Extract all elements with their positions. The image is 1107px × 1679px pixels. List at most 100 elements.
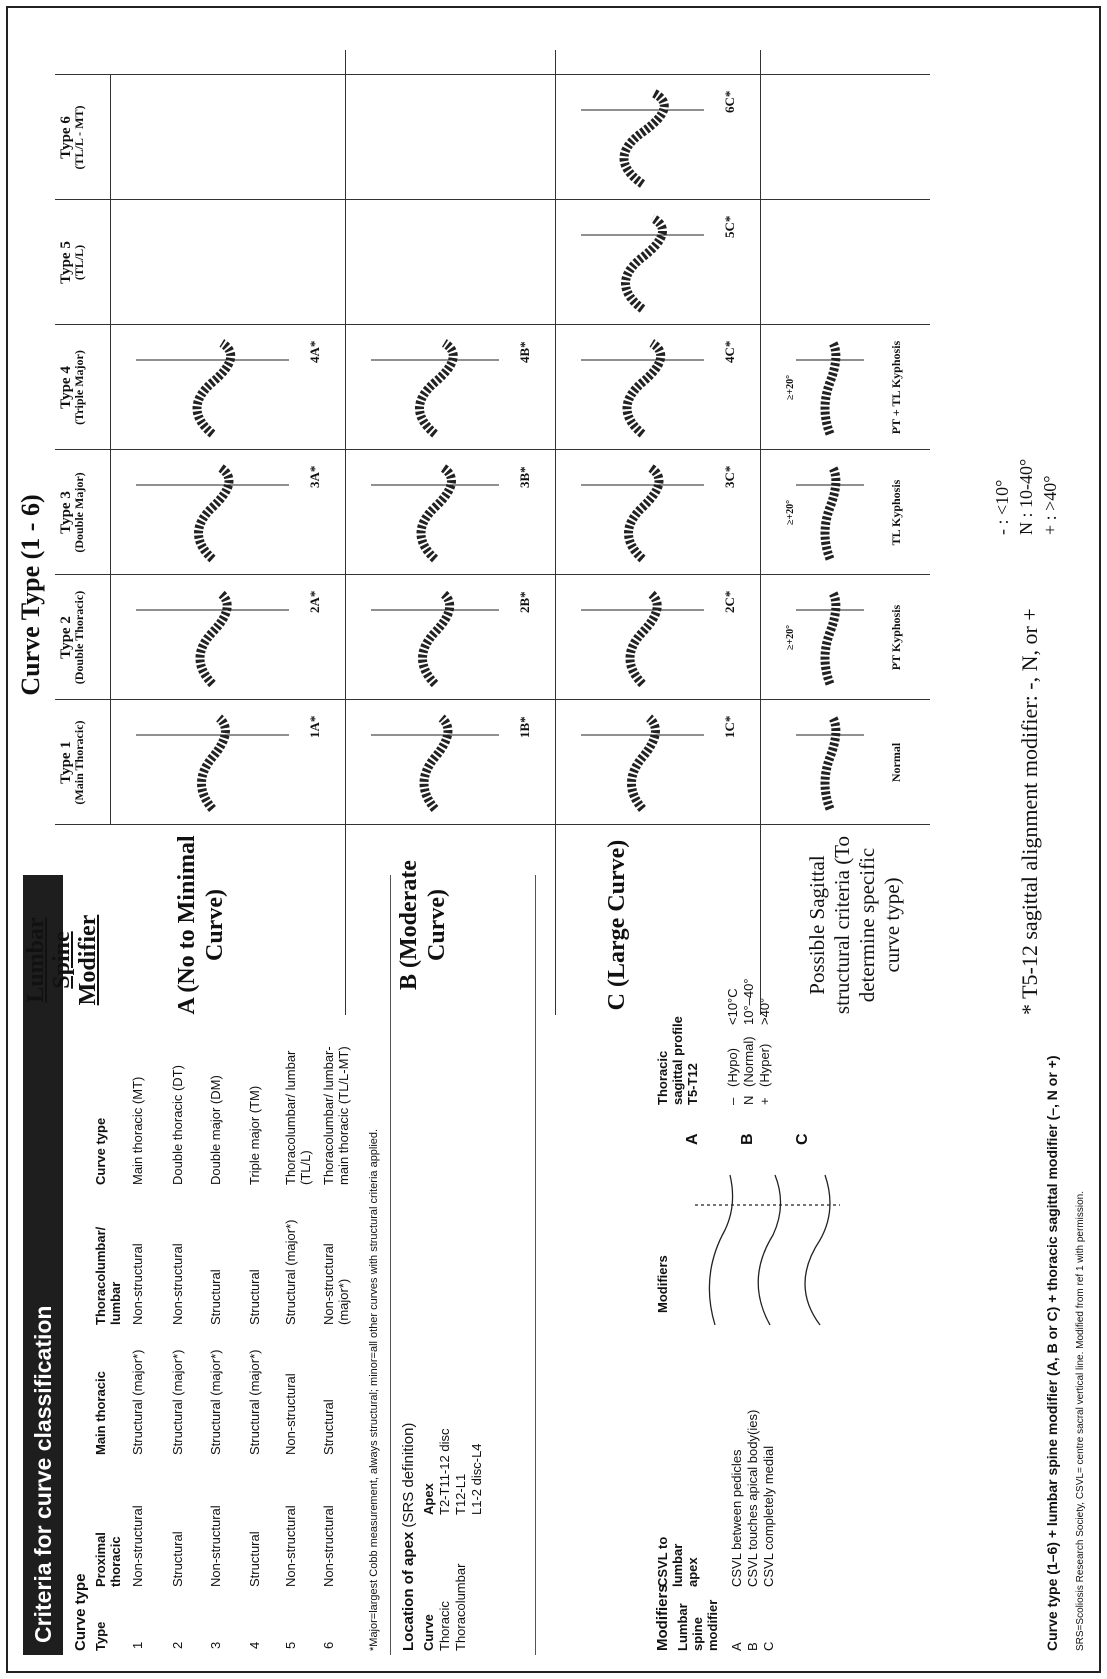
grid-line [55, 824, 930, 825]
grid-line [55, 449, 930, 450]
figure-col-sub: (Triple Major) [72, 350, 86, 425]
curve-tag: 4A* [307, 340, 322, 363]
spine-diagram [136, 589, 289, 688]
spine-diagram [581, 589, 704, 688]
criteria-cell: 6 [321, 1641, 336, 1649]
curve-tag: 2A* [307, 590, 322, 613]
criteria-cell: Non-structural (major*) [321, 1243, 351, 1325]
sagittal-legend: - : <10° N : 10-40° + : >40° [990, 459, 1062, 535]
criteria-cell: Non-structural [283, 1505, 298, 1587]
curve-tag: 5C* [722, 215, 737, 238]
spine-diagram [136, 339, 289, 438]
criteria-cell: Structural [247, 1269, 262, 1325]
grid-line [55, 574, 930, 575]
modifier-letter-a: A [684, 1133, 701, 1145]
sagittal-header: Thoracic sagittal profile T5-T12 [655, 1016, 700, 1105]
grid-line [760, 50, 761, 1015]
sagittal-criteria-label: Possible Sagittal structural criteria (T… [805, 835, 904, 1015]
criteria-cell: Structural (major*) [208, 1349, 223, 1455]
figure-col-header: Type 1 (Main Thoracic) [58, 704, 86, 821]
apex-header-apex: Apex [421, 1483, 436, 1515]
sagittal-cell: (Normal) [741, 1036, 756, 1087]
sagittal-cell: (Hyper) [757, 1043, 772, 1087]
figure-col-sub: (TL/L - MT) [72, 105, 86, 170]
criteria-cell: Thoracolumbar/ lumbar-main thoracic (TL/… [321, 1046, 351, 1185]
criteria-cell: Non-structural [321, 1505, 336, 1587]
grid-line [55, 74, 930, 75]
sagittal-spine-diagram [796, 465, 864, 561]
criteria-cell: Structural [247, 1531, 262, 1587]
criteria-cell: 3 [208, 1641, 223, 1649]
lumbar-modifier-cell: B [745, 1642, 760, 1651]
grid-line [55, 199, 930, 200]
sagittal-cell: 10°–40° [741, 978, 756, 1025]
grid-line [110, 75, 111, 825]
modifiers-title: Modifiers [654, 1584, 671, 1651]
spine-diagram [581, 88, 704, 188]
curve-tag: 4B* [517, 341, 532, 363]
col-header-main: Main thoracic [93, 1371, 108, 1455]
criteria-cell: Structural (major*) [130, 1349, 145, 1455]
criteria-cell: Double thoracic (DT) [170, 1065, 185, 1185]
figure-col-sub: (Double Thoracic) [72, 590, 86, 685]
sagittal-spine-diagram [796, 715, 864, 811]
sagittal-cell: N [741, 1095, 756, 1105]
lumbar-modifier-cell: CSVL between pedicles [729, 1449, 744, 1587]
curve-tag: 3B* [517, 466, 532, 488]
spine-diagram [136, 714, 289, 812]
curve-tag: 4C* [722, 340, 737, 363]
figure-col-header: Type 4 (Triple Major) [58, 329, 86, 446]
sagittal-caption: PT Kyphosis [889, 604, 903, 671]
spine-diagram [581, 339, 704, 438]
modifier-spine-a [708, 1174, 734, 1326]
criteria-cell: Non-structural [170, 1243, 185, 1325]
sagittal-angle: ≥+20° [785, 624, 796, 650]
col-header-tl: Thoracolumbar/ lumbar [93, 1226, 123, 1325]
grid-line [55, 324, 930, 325]
grid-line [555, 50, 556, 1015]
divider-1 [390, 875, 391, 1655]
sagittal-caption: PT + TL Kyphosis [889, 340, 903, 435]
modifier-spine-diagrams [695, 1174, 840, 1326]
csvl-header: CSVL to lumbar apex [655, 1536, 700, 1587]
criteria-cell: Double major (DM) [208, 1075, 223, 1185]
page-frame [6, 6, 1101, 1673]
criteria-cell: 2 [170, 1641, 185, 1649]
criteria-cell: Non-structural [130, 1505, 145, 1587]
sagittal-angle: ≥+20° [785, 499, 796, 525]
figure-col-header: Type 5 (TL/L) [58, 204, 86, 321]
lumbar-modifier-cell: C [761, 1641, 776, 1651]
criteria-cell: Structural (major*) [283, 1219, 298, 1325]
sagittal-cell: + [757, 1097, 772, 1105]
curve-tag: 3A* [307, 465, 322, 488]
lumbar-modifier-cell: CSVL touches apical body(ies) [745, 1409, 760, 1587]
figure-col-header: Type 6 (TL/L - MT) [58, 79, 86, 196]
modifier-letter-b: B [739, 1133, 756, 1145]
spine-diagram [371, 714, 499, 812]
sagittal-caption: TL Kyphosis [889, 479, 903, 546]
apex-cell: T2-T11-12 disc [437, 1428, 452, 1515]
sagittal-spine-diagram [796, 340, 864, 436]
grid-line [345, 50, 346, 1015]
figure-row-label: B (Moderate Curve) [396, 860, 450, 990]
criteria-cell: Non-structural [208, 1505, 223, 1587]
lumbar-modifier-header: Lumbar spine modifier [675, 1599, 720, 1651]
sagittal-angle: ≥+20° [785, 374, 796, 400]
curve-tag: 6C* [722, 90, 737, 113]
criteria-cell: Structural [321, 1399, 336, 1455]
modifier-spine-b [757, 1174, 782, 1326]
criteria-cell: Structural (major*) [247, 1349, 262, 1455]
apex-header-curve: Curve [421, 1614, 436, 1651]
divider-2 [535, 875, 536, 1655]
criteria-cell: 5 [283, 1641, 298, 1649]
lumbar-modifier-title: Lumbar Spine Modifier [23, 914, 101, 1006]
figure-col-header: Type 3 (Double Major) [58, 454, 86, 571]
classification-formula: Curve type (1–6) + lumbar spine modifier… [1044, 1055, 1060, 1651]
legend-n: N : 10-40° [1016, 458, 1036, 535]
sagittal-cell: – [725, 1097, 740, 1105]
criteria-cell: Thoracolumbar/ lumbar (TL/L) [283, 1050, 313, 1185]
spine-diagram [371, 464, 499, 563]
lumbar-modifier-cell: CSVL completely medial [761, 1445, 776, 1587]
apex-cell: L1-2 disc-L4 [469, 1443, 484, 1515]
criteria-cell: Structural (major*) [170, 1349, 185, 1455]
